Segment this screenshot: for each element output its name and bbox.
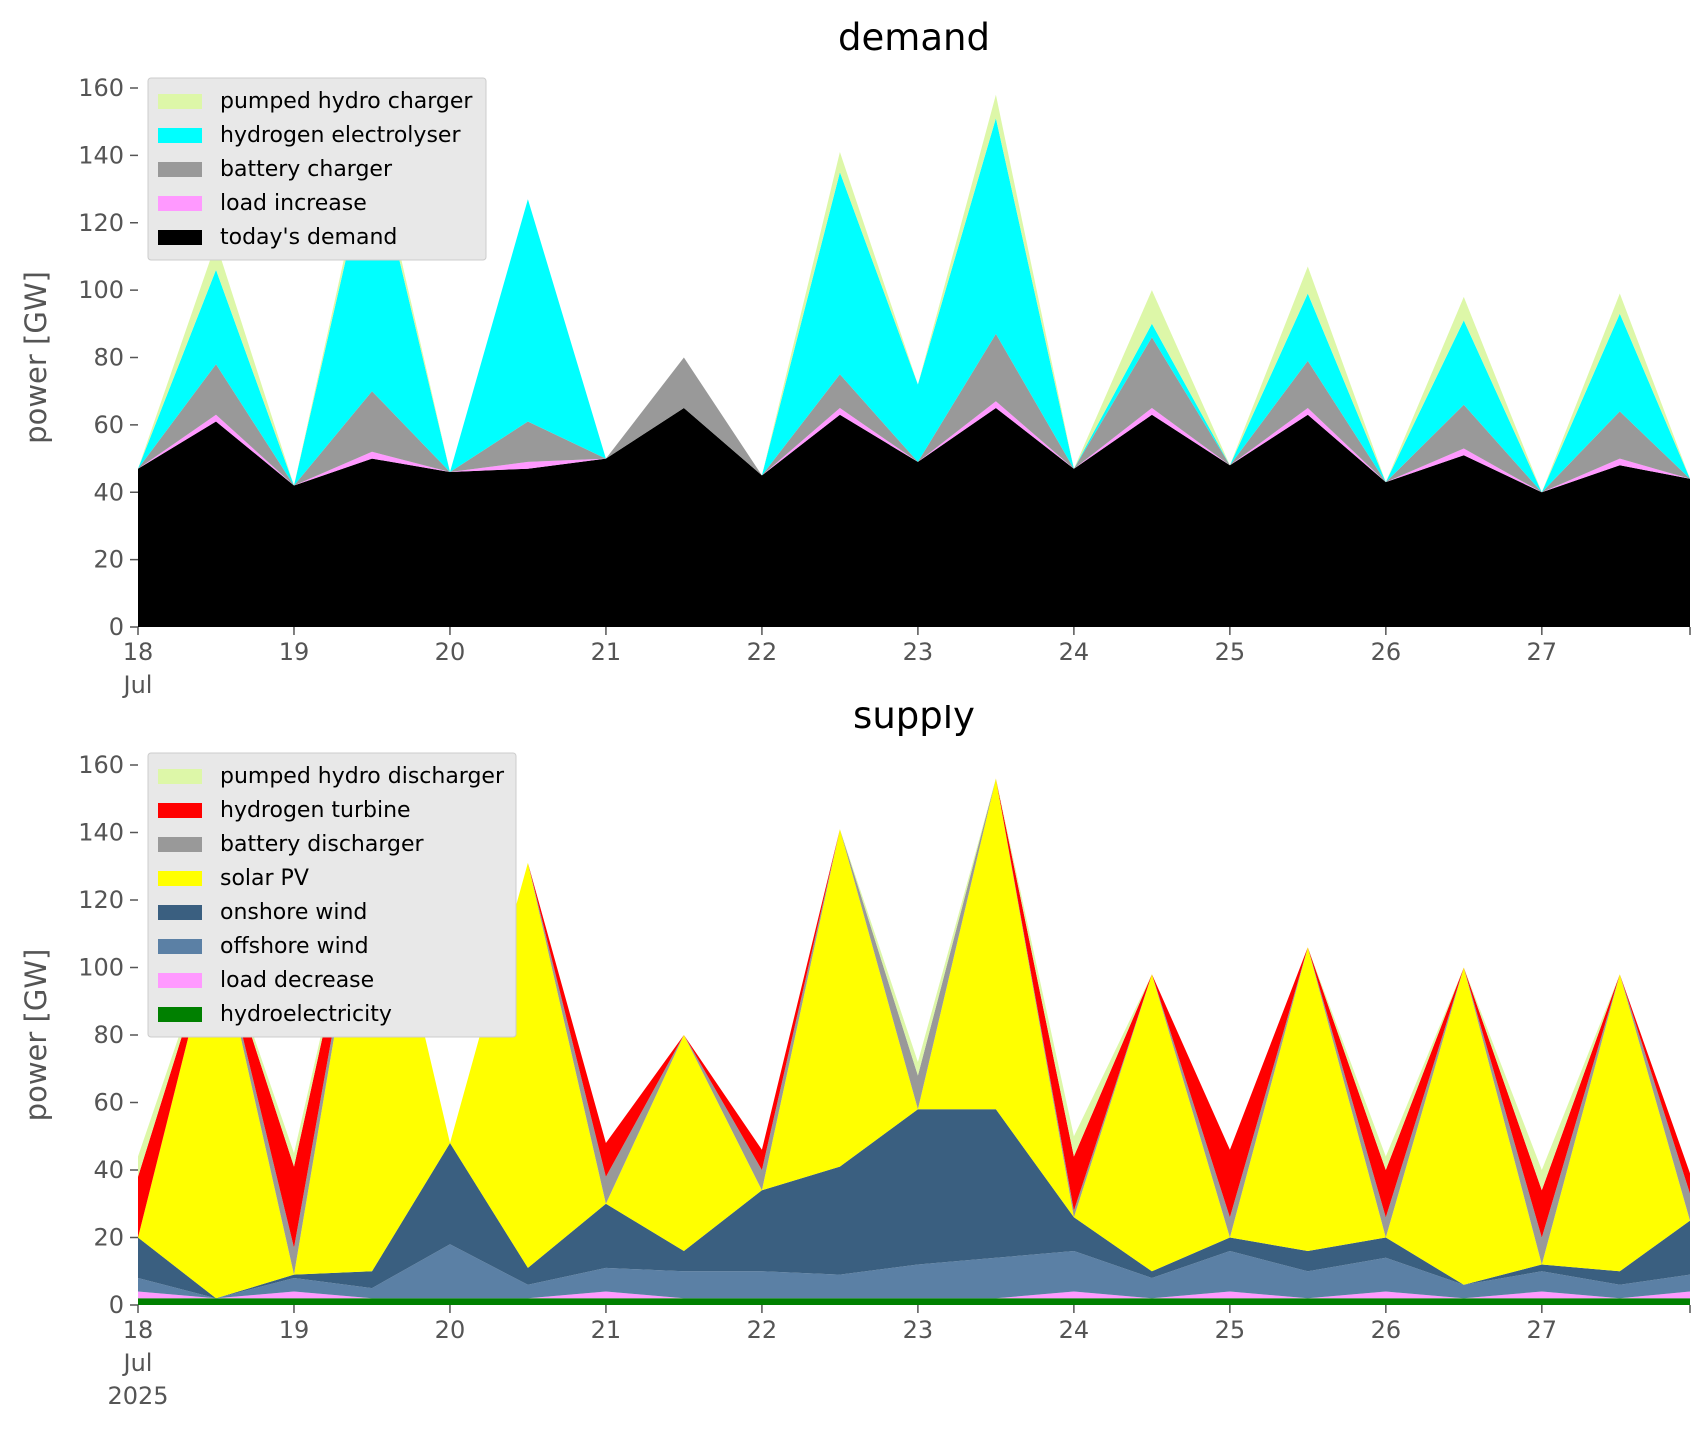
legend-swatch-load-decrease (158, 973, 202, 988)
area-hydroelectricity (138, 1298, 1690, 1305)
legend: pumped hydro discharger hydrogen turbine b… (147, 752, 517, 1038)
legend-label-pumped-hydro-discharger: pumped hydro discharger (220, 764, 505, 789)
y-tick-label: 100 (78, 276, 124, 304)
y-tick-label: 20 (93, 546, 124, 574)
y-tick-label: 140 (78, 819, 124, 847)
x-tick-label: 21 (591, 638, 622, 666)
y-tick-label: 60 (93, 411, 124, 439)
legend-label-battery-discharger: battery discharger (220, 832, 425, 857)
x-tick-label: 25 (1215, 638, 1246, 666)
area-hydrogen-turbine (138, 778, 1690, 1248)
area-today-s-demand (138, 408, 1690, 627)
x-tick-label: 27 (1527, 638, 1558, 666)
legend-label-battery-charger: battery charger (220, 157, 393, 182)
area-offshore-wind (138, 1244, 1690, 1299)
legend-label-pumped-hydro-charger: pumped hydro charger (220, 89, 473, 114)
area-load-decrease (138, 1291, 1690, 1299)
x-tick-label: 2025 (107, 704, 168, 705)
y-tick-label: 80 (93, 1021, 124, 1049)
y-tick-label: 120 (78, 886, 124, 914)
area-series-group (138, 778, 1690, 1305)
legend-swatch-pumped-hydro-discharger (158, 769, 202, 784)
x-tick-label: 18 (123, 638, 154, 666)
legend-label-solar-pv: solar PV (220, 866, 309, 891)
legend-swatch-battery-discharger (158, 837, 202, 852)
area-series-group (138, 94, 1690, 627)
area-onshore-wind (138, 1109, 1690, 1299)
demand-chart: demand power [GW] 0 20 40 60 80 100 120 140 160 18 J… (19, 16, 1691, 705)
x-tick-label: 22 (747, 1316, 778, 1344)
legend-swatch-battery-charger (158, 162, 202, 177)
y-tick-label: 160 (78, 74, 124, 102)
y-tick-label: 120 (78, 209, 124, 237)
x-tick-label: Jul (122, 1349, 153, 1377)
legend-label-hydrogen-turbine: hydrogen turbine (220, 798, 411, 823)
legend-label-hydrogen-electrolyser: hydrogen electrolyser (220, 123, 461, 148)
legend-box (147, 752, 517, 1038)
x-tick-label: 23 (903, 638, 934, 666)
y-tick-label: 0 (109, 613, 124, 641)
legend-swatch-hydroelectricity (158, 1007, 202, 1022)
x-tick-label: 19 (279, 638, 310, 666)
x-tick-label: 20 (435, 638, 466, 666)
y-tick-label: 80 (93, 344, 124, 372)
y-tick-label: 100 (78, 954, 124, 982)
x-tick-label: 21 (591, 1316, 622, 1344)
legend-label-offshore-wind: offshore wind (220, 934, 369, 959)
legend-label-load-increase: load increase (220, 191, 367, 216)
legend-swatch-load-increase (158, 196, 202, 211)
y-axis-label: power [GW] (19, 271, 53, 444)
x-tick-label: 26 (1371, 1316, 1402, 1344)
x-tick-label: 25 (1215, 1316, 1246, 1344)
y-tick-label: 0 (109, 1291, 124, 1319)
legend-swatch-hydrogen-electrolyser (158, 128, 202, 143)
y-tick-label: 160 (78, 751, 124, 779)
y-tick-label: 20 (93, 1224, 124, 1252)
area-battery-discharger (138, 778, 1690, 1275)
legend-box (147, 77, 487, 261)
legend-label-hydroelectricity: hydroelectricity (220, 1002, 392, 1027)
legend: pumped hydro charger hydrogen electrolyse… (147, 77, 487, 261)
y-tick-label: 40 (93, 1156, 124, 1184)
legend-label-load-decrease: load decrease (220, 968, 374, 993)
chart-title: demand (838, 16, 990, 59)
legend-swatch-solar-pv (158, 871, 202, 886)
area-battery-charger (138, 333, 1690, 493)
chart-title: supply (853, 705, 975, 737)
x-tick-label: 20 (435, 1316, 466, 1344)
legend-swatch-today-s-demand (158, 230, 202, 245)
legend-swatch-onshore-wind (158, 905, 202, 920)
legend-swatch-offshore-wind (158, 939, 202, 954)
y-tick-label: 60 (93, 1089, 124, 1117)
legend-swatch-pumped-hydro-charger (158, 94, 202, 109)
x-tick-label: 24 (1059, 1316, 1090, 1344)
area-hydrogen-electrolyser (138, 118, 1690, 493)
x-tick-label: 19 (279, 1316, 310, 1344)
legend-swatch-hydrogen-turbine (158, 803, 202, 818)
x-tick-label: 18 (123, 1316, 154, 1344)
supply-chart: supply power [GW] 0 20 40 60 80 100 120 140 160 18 J… (19, 705, 1691, 1410)
x-tick-label: 24 (1059, 638, 1090, 666)
x-tick-label: 2025 (107, 1382, 168, 1410)
x-tick-label: 23 (903, 1316, 934, 1344)
legend-label-onshore-wind: onshore wind (220, 900, 367, 925)
x-tick-label: Jul (122, 671, 153, 699)
y-tick-label: 40 (93, 478, 124, 506)
x-tick-label: 26 (1371, 638, 1402, 666)
x-tick-label: 27 (1527, 1316, 1558, 1344)
y-tick-label: 140 (78, 141, 124, 169)
legend-label-today-s-demand: today's demand (220, 225, 397, 250)
y-axis-label: power [GW] (19, 949, 53, 1122)
x-tick-label: 22 (747, 638, 778, 666)
area-solar-pv (138, 778, 1690, 1299)
